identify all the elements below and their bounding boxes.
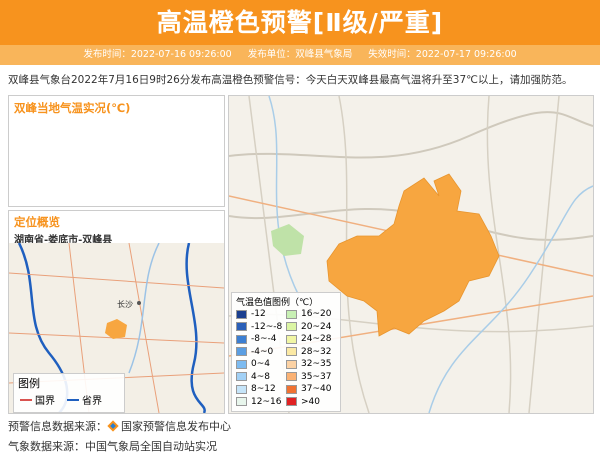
- legend-item: 12~16: [236, 397, 281, 407]
- meta-label: 失效时间：: [368, 49, 416, 60]
- legend-label: 0~4: [251, 359, 270, 369]
- legend-line: [20, 398, 32, 401]
- legend-swatch: [286, 359, 297, 369]
- locator-title: 定位概览: [14, 215, 60, 229]
- legend-item: 24~28: [286, 334, 331, 344]
- legend-label: 省界: [82, 396, 102, 407]
- warning-text: 双峰县气象台2022年7月16日9时26分发布高温橙色预警信号：今天白天双峰县最…: [8, 74, 573, 86]
- legend-swatch: [236, 334, 247, 344]
- legend-item: 37~40: [286, 384, 331, 394]
- legend-label: 20~24: [301, 321, 332, 332]
- legend-label: -12~-8: [251, 321, 283, 332]
- legend-item: 32~35: [286, 359, 331, 369]
- map-legend-title: 气温色值图例（℃）: [236, 298, 319, 308]
- meta-item: 发布单位：双峰县气象局: [248, 49, 353, 60]
- legend-label: 32~35: [301, 359, 332, 369]
- legend-swatch: [236, 397, 247, 406]
- legend-swatch: [236, 322, 247, 331]
- legend-item: -8~-4: [236, 334, 277, 344]
- meta-value: 双峰县气象局: [295, 49, 353, 60]
- locator-path: 湖南省-娄底市-双峰县: [14, 235, 113, 246]
- meta-bar: 发布时间：2022-07-16 09:26:00 发布单位：双峰县气象局 失效时间：…: [0, 45, 600, 65]
- meta-value: 2022-07-16 09:26:00: [130, 49, 232, 60]
- legend-item: 8~12: [236, 384, 276, 394]
- legend-label: 4~8: [251, 371, 270, 382]
- legend-swatch: [286, 397, 297, 406]
- legend-item: >40: [286, 397, 320, 407]
- legend-item: 16~20: [286, 309, 331, 319]
- legend-label: 35~37: [301, 371, 332, 382]
- meta-value: 2022-07-17 09:26:00: [415, 49, 517, 60]
- legend-label: -12: [251, 309, 266, 319]
- legend-label: 12~16: [251, 396, 282, 407]
- city-label: 长沙: [117, 299, 133, 309]
- legend-swatch: [236, 309, 247, 319]
- legend-item: 35~37: [286, 372, 331, 382]
- source-icon: [107, 420, 119, 432]
- source-0: 预警信息数据来源： 国家预警信息发布中心: [8, 418, 231, 434]
- legend-item: -12~-8: [236, 322, 282, 332]
- meta-item: 失效时间：2022-07-17 09:26:00: [368, 49, 516, 60]
- legend-label: 28~32: [301, 346, 332, 357]
- legend-swatch: [286, 322, 297, 331]
- locator-legend: 图例 国界 省界: [13, 373, 125, 413]
- legend-item: 0~4: [236, 359, 270, 369]
- legend-swatch: [286, 334, 297, 344]
- legend-label: 24~28: [301, 334, 332, 344]
- legend-swatch: [236, 372, 247, 381]
- locator-legend-title: 图例: [18, 377, 40, 390]
- legend-item: 28~32: [286, 347, 331, 357]
- legend-swatch: [236, 347, 247, 356]
- meta-item: 发布时间：2022-07-16 09:26:00: [83, 49, 231, 60]
- locator-legend-item: 国界: [20, 392, 55, 407]
- source-value: 国家预警信息发布中心: [121, 420, 231, 433]
- legend-item: -12: [236, 309, 266, 319]
- title: 高温橙色预警[Ⅱ级/严重]: [0, 0, 600, 45]
- meta-label: 发布时间：: [83, 49, 131, 60]
- legend-line: [67, 398, 79, 401]
- live-panel: 双峰当地气温实况(℃): [8, 95, 225, 207]
- locator-legend-item: 省界: [67, 392, 102, 407]
- legend-label: -4~0: [251, 346, 274, 357]
- meta-label: 发布单位：: [247, 49, 296, 60]
- legend-label: -8~-4: [251, 334, 277, 344]
- legend-item: 20~24: [286, 322, 331, 332]
- legend-swatch: [286, 372, 297, 381]
- locator-legend-items: 国界 省界: [20, 392, 124, 407]
- source-label: 气象数据来源：: [8, 440, 85, 453]
- legend-label: 16~20: [301, 309, 332, 319]
- source-value: 中国气象局全国自动站实况: [85, 440, 217, 453]
- legend-item: -4~0: [236, 347, 273, 357]
- live-title: 双峰当地气温实况(℃): [14, 101, 131, 115]
- legend-swatch: [286, 384, 297, 394]
- legend-label: 37~40: [301, 384, 332, 394]
- legend-item: 4~8: [236, 372, 270, 382]
- legend-swatch: [286, 347, 297, 356]
- legend-label: >40: [301, 396, 320, 407]
- legend-label: 8~12: [251, 384, 276, 394]
- legend-swatch: [236, 384, 247, 394]
- source-1: 气象数据来源：中国气象局全国自动站实况: [8, 438, 217, 454]
- legend-label: 国界: [35, 396, 55, 407]
- locator-panel: 定位概览 湖南省-娄底市-双峰县 长沙 图例 国界 省界: [8, 210, 225, 414]
- map-legend: 气温色值图例（℃） -12 -12~-8 -8~-4 -4~0 0~4 4~8 8~12 12…: [231, 292, 341, 412]
- legend-swatch: [236, 359, 247, 369]
- legend-swatch: [286, 309, 297, 319]
- source-label: 预警信息数据来源：: [8, 420, 107, 433]
